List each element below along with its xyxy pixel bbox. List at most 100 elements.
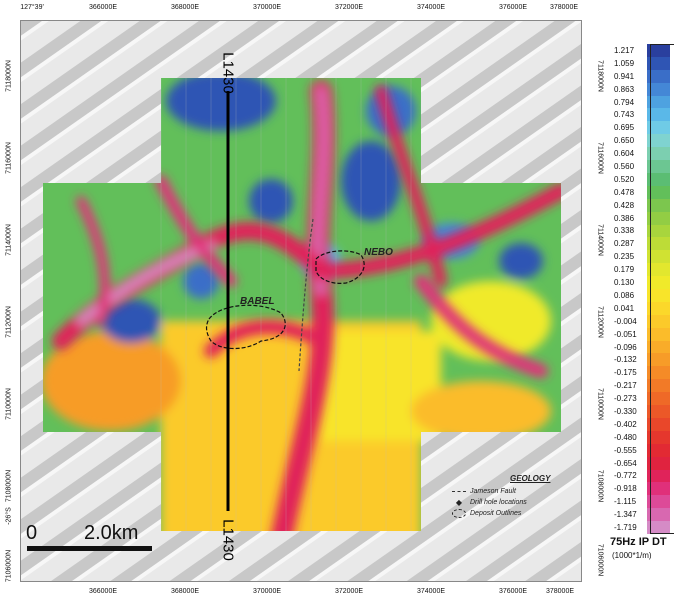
legend-entry-label: -1.719 <box>614 523 637 533</box>
legend-entry-label: -0.480 <box>614 432 637 442</box>
legend-swatch-frame <box>650 44 674 534</box>
legend-entry-label: -0.654 <box>614 458 637 468</box>
legend-entry: -0.330 <box>614 405 670 418</box>
legend-bar: 1.217 1.059 0.941 0.863 0.794 0.743 0.695 0.650… <box>614 44 674 534</box>
legend-entry-swatch <box>646 379 670 393</box>
legend-units: (1000*1/m) <box>612 551 652 560</box>
deposit-label-nebo: NEBO <box>364 247 393 258</box>
northing-tick: 7114000N <box>5 224 13 256</box>
legend-entry-swatch <box>646 69 670 83</box>
easting-tick: 366000E <box>88 588 118 595</box>
easting-tick: 374000E <box>416 588 446 595</box>
legend-entry-swatch <box>646 366 670 380</box>
easting-tick: 378000E <box>549 4 579 11</box>
legend-entry-label: -1.347 <box>614 510 637 520</box>
legend-entry: 0.338 <box>614 224 670 238</box>
legend-entry-label: 0.086 <box>614 290 635 300</box>
legend-entry-swatch <box>646 276 670 289</box>
legend-entry-label: 0.604 <box>614 149 635 159</box>
legend-entry: 0.650 <box>614 134 670 148</box>
legend-entry-label: 0.338 <box>614 226 635 236</box>
longitude-label: 127°39' <box>20 4 44 11</box>
easting-tick: 378000E <box>545 588 575 595</box>
legend-entry-label: 0.130 <box>614 278 635 288</box>
legend-entry-swatch <box>646 160 670 173</box>
legend-entry: 1.059 <box>614 56 670 70</box>
legend-entry: -0.772 <box>614 469 670 483</box>
map-frame[interactable] <box>20 20 582 582</box>
geology-legend: GEOLOGY Jameson Fault ◆ Drill hole locat… <box>452 474 578 519</box>
legend-entry-swatch <box>646 289 670 302</box>
northing-tick: 7116000N <box>596 142 604 174</box>
geology-item-fault: Jameson Fault <box>452 486 578 497</box>
legend-entry: 0.428 <box>614 198 670 212</box>
northing-tick: 7116000N <box>5 142 13 174</box>
geology-item-outline: Deposit Outlines <box>452 508 578 519</box>
legend-entry: 0.560 <box>614 160 670 173</box>
legend-entry: -1.115 <box>614 495 670 509</box>
legend-entry: 0.235 <box>614 250 670 264</box>
legend-entry: 0.130 <box>614 276 670 289</box>
legend-entry-label: -0.096 <box>614 342 637 352</box>
legend-entry-swatch <box>646 121 670 135</box>
easting-tick: 376000E <box>498 588 528 595</box>
legend-entry: 0.179 <box>614 263 670 277</box>
legend-entry-swatch <box>646 443 670 457</box>
legend-entry: -0.273 <box>614 392 670 406</box>
legend-entry: -0.217 <box>614 379 670 393</box>
scale-bar-line <box>27 546 152 551</box>
legend-entry-label: 0.478 <box>614 187 635 197</box>
legend-entry-swatch <box>646 56 670 70</box>
legend-entry: -0.132 <box>614 353 670 367</box>
legend-entry-label: 0.743 <box>614 110 635 120</box>
legend-entry-swatch <box>646 108 670 122</box>
legend-entry: 0.041 <box>614 301 670 315</box>
legend-entry-swatch <box>646 250 670 264</box>
legend-entry-swatch <box>646 263 670 277</box>
northing-tick: 7112000N <box>596 306 604 338</box>
nebo-outline[interactable] <box>315 250 365 284</box>
babel-outline[interactable] <box>205 304 286 350</box>
legend-entry: -1.719 <box>614 521 670 534</box>
legend-entry: 0.386 <box>614 211 670 225</box>
legend-entry: -0.175 <box>614 366 670 380</box>
legend-entry-swatch <box>646 224 670 238</box>
legend-entry-label: 0.650 <box>614 136 635 146</box>
northing-tick: 7114000N <box>596 224 604 256</box>
legend-entry-swatch <box>646 508 670 522</box>
easting-tick: 374000E <box>416 4 446 11</box>
legend-entry: 0.695 <box>614 121 670 135</box>
legend-title: 75Hz IP DT <box>610 536 667 548</box>
color-legend: 1.217 1.059 0.941 0.863 0.794 0.743 0.695 0.650… <box>610 44 674 582</box>
easting-tick: 376000E <box>498 4 528 11</box>
legend-entry-swatch <box>646 314 670 328</box>
legend-entry-swatch <box>646 430 670 444</box>
legend-entry-label: -1.115 <box>614 497 637 507</box>
geology-item-drill: ◆ Drill hole locations <box>452 497 578 508</box>
legend-entry-label: -0.051 <box>614 329 637 339</box>
legend-entry-label: 0.235 <box>614 252 635 262</box>
legend-entry-label: -0.918 <box>614 484 637 494</box>
easting-tick: 368000E <box>170 588 200 595</box>
legend-entry: 0.287 <box>614 237 670 251</box>
legend-entry-swatch <box>646 482 670 496</box>
legend-entry-swatch <box>646 340 670 354</box>
legend-entry: -0.051 <box>614 327 670 341</box>
legend-entry: 1.217 <box>614 44 670 57</box>
legend-entry-swatch <box>646 469 670 483</box>
northing-tick: 7112000N <box>5 306 13 338</box>
legend-entry-label: 0.179 <box>614 265 635 275</box>
legend-entry-label: -0.175 <box>614 368 637 378</box>
legend-entry-swatch <box>646 495 670 509</box>
legend-entry-swatch <box>646 172 670 186</box>
geology-title: GEOLOGY <box>510 474 551 483</box>
legend-entry: -0.654 <box>614 456 670 470</box>
legend-entry-swatch <box>646 237 670 251</box>
legend-entry-label: -0.004 <box>614 316 637 326</box>
legend-entry-label: -0.555 <box>614 445 637 455</box>
northing-tick: 7106000N <box>5 549 13 583</box>
legend-entry-label: 0.520 <box>614 174 635 184</box>
jameson-fault <box>298 218 314 372</box>
legend-entry-swatch <box>646 301 670 315</box>
legend-entry-label: 0.560 <box>614 161 635 171</box>
